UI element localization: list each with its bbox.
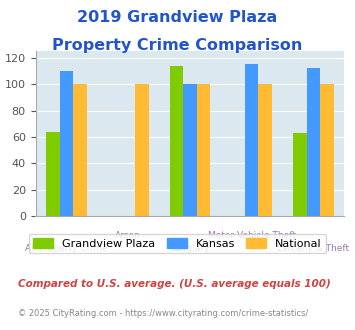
Bar — [73, 84, 87, 216]
Bar — [60, 71, 73, 216]
Text: 2019 Grandview Plaza: 2019 Grandview Plaza — [77, 10, 278, 25]
Bar — [320, 84, 334, 216]
Text: All Property Crime: All Property Crime — [25, 244, 108, 253]
Bar — [46, 132, 60, 216]
Text: Property Crime Comparison: Property Crime Comparison — [52, 38, 303, 53]
Legend: Grandview Plaza, Kansas, National: Grandview Plaza, Kansas, National — [29, 234, 326, 253]
Bar — [307, 68, 320, 216]
Text: © 2025 CityRating.com - https://www.cityrating.com/crime-statistics/: © 2025 CityRating.com - https://www.city… — [18, 309, 308, 317]
Bar — [293, 133, 307, 216]
Text: Motor Vehicle Theft: Motor Vehicle Theft — [208, 231, 296, 240]
Text: Burglary: Burglary — [171, 244, 209, 253]
Bar — [245, 64, 258, 216]
Text: Arson: Arson — [115, 231, 141, 240]
Bar — [183, 84, 197, 216]
Text: Larceny & Theft: Larceny & Theft — [277, 244, 350, 253]
Bar — [170, 66, 183, 216]
Bar — [197, 84, 210, 216]
Bar — [135, 84, 148, 216]
Bar — [258, 84, 272, 216]
Text: Compared to U.S. average. (U.S. average equals 100): Compared to U.S. average. (U.S. average … — [18, 279, 331, 289]
